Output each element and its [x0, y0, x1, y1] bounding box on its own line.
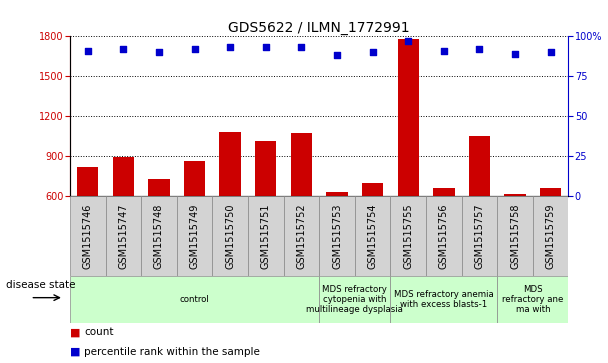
Text: MDS refractory anemia
with excess blasts-1: MDS refractory anemia with excess blasts…	[394, 290, 494, 309]
Bar	[70, 196, 106, 276]
Point	[83, 48, 92, 54]
Point	[119, 46, 128, 52]
Bar	[177, 196, 212, 276]
Point	[439, 48, 449, 54]
Point	[226, 45, 235, 50]
Text: GSM1515750: GSM1515750	[225, 203, 235, 269]
Bar	[212, 196, 248, 276]
Bar	[319, 276, 390, 323]
Point	[190, 46, 199, 52]
Bar	[398, 39, 419, 276]
Bar	[106, 196, 141, 276]
Bar	[248, 196, 283, 276]
Bar	[70, 276, 319, 323]
Point	[154, 49, 164, 55]
Text: GSM1515749: GSM1515749	[190, 203, 199, 269]
Text: disease state: disease state	[6, 280, 75, 290]
Bar	[112, 158, 134, 276]
Text: GSM1515751: GSM1515751	[261, 203, 271, 269]
Text: ■: ■	[70, 347, 80, 357]
Bar	[255, 142, 277, 276]
Text: GSM1515755: GSM1515755	[403, 203, 413, 269]
Text: GSM1515752: GSM1515752	[296, 203, 306, 269]
Text: GSM1515758: GSM1515758	[510, 203, 520, 269]
Bar	[362, 183, 383, 276]
Bar	[533, 196, 568, 276]
Bar	[77, 167, 98, 276]
Bar	[141, 196, 177, 276]
Point	[332, 53, 342, 58]
Bar	[540, 188, 561, 276]
Point	[261, 45, 271, 50]
Bar	[497, 196, 533, 276]
Bar	[355, 196, 390, 276]
Text: GSM1515753: GSM1515753	[332, 203, 342, 269]
Point	[297, 45, 306, 50]
Bar	[497, 276, 568, 323]
Text: GSM1515757: GSM1515757	[474, 203, 485, 269]
Text: MDS refractory
cytopenia with
multilineage dysplasia: MDS refractory cytopenia with multilinea…	[306, 285, 403, 314]
Bar	[469, 136, 490, 276]
Text: count: count	[84, 327, 114, 337]
Bar	[219, 132, 241, 276]
Point	[403, 38, 413, 44]
Bar	[390, 276, 497, 323]
Title: GDS5622 / ILMN_1772991: GDS5622 / ILMN_1772991	[229, 21, 410, 35]
Bar	[148, 179, 170, 276]
Bar	[390, 196, 426, 276]
Bar	[291, 133, 312, 276]
Text: control: control	[180, 295, 209, 304]
Text: GSM1515747: GSM1515747	[119, 203, 128, 269]
Text: GSM1515754: GSM1515754	[368, 203, 378, 269]
Point	[546, 49, 556, 55]
Bar	[283, 196, 319, 276]
Bar	[326, 192, 348, 276]
Text: GSM1515759: GSM1515759	[545, 203, 556, 269]
Text: GSM1515756: GSM1515756	[439, 203, 449, 269]
Bar	[184, 162, 206, 276]
Text: MDS
refractory ane
ma with: MDS refractory ane ma with	[502, 285, 564, 314]
Bar	[433, 188, 455, 276]
Bar	[461, 196, 497, 276]
Point	[475, 46, 485, 52]
Point	[510, 51, 520, 57]
Text: percentile rank within the sample: percentile rank within the sample	[84, 347, 260, 357]
Text: ■: ■	[70, 327, 80, 337]
Bar	[505, 194, 526, 276]
Text: GSM1515746: GSM1515746	[83, 203, 93, 269]
Point	[368, 49, 378, 55]
Text: GSM1515748: GSM1515748	[154, 203, 164, 269]
Bar	[319, 196, 355, 276]
Bar	[426, 196, 461, 276]
